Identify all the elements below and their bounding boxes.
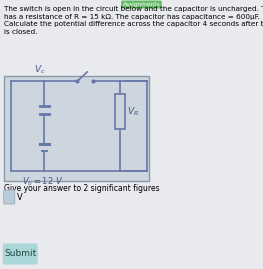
- Text: $V_R$: $V_R$: [127, 105, 139, 118]
- Text: Give your answer to 2 significant figures: Give your answer to 2 significant figure…: [4, 184, 160, 193]
- Text: Submit: Submit: [4, 250, 36, 259]
- Text: The switch is open in the circuit below and the capacitor is uncharged. The resi: The switch is open in the circuit below …: [4, 6, 263, 12]
- Bar: [115, 94, 125, 129]
- Text: Assignments: Assignments: [123, 2, 160, 7]
- Text: V: V: [17, 193, 22, 201]
- Text: is closed.: is closed.: [4, 29, 38, 34]
- Bar: [4, 76, 149, 181]
- Text: $V_c$: $V_c$: [33, 63, 45, 76]
- Text: has a resistance of R = 15 kΩ. The capacitor has capacitance = 600μF.: has a resistance of R = 15 kΩ. The capac…: [4, 13, 260, 19]
- Text: Calculate the potential difference across the capacitor 4 seconds after the swit: Calculate the potential difference acros…: [4, 21, 263, 27]
- FancyBboxPatch shape: [3, 243, 38, 264]
- FancyBboxPatch shape: [4, 190, 15, 204]
- Text: $V_o = 12\ V$: $V_o = 12\ V$: [22, 175, 64, 187]
